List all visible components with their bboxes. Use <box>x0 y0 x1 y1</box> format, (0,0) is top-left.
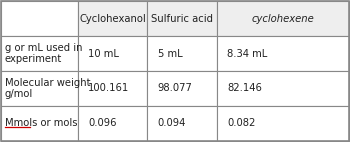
Bar <box>78 36 147 71</box>
Bar <box>217 36 349 71</box>
Bar <box>1 36 78 71</box>
Bar <box>1 71 78 106</box>
Text: Sulfuric acid: Sulfuric acid <box>151 14 213 24</box>
Bar <box>147 36 217 71</box>
Bar <box>217 1 349 36</box>
Text: Cyclohexanol: Cyclohexanol <box>79 14 146 24</box>
Text: 10 mL: 10 mL <box>88 49 119 59</box>
Text: 0.094: 0.094 <box>158 118 186 128</box>
Bar <box>1 106 78 141</box>
Bar <box>147 106 217 141</box>
Bar <box>217 106 349 141</box>
Text: 8.34 mL: 8.34 mL <box>227 49 267 59</box>
Text: cyclohexene: cyclohexene <box>251 14 314 24</box>
Text: 5 mL: 5 mL <box>158 49 182 59</box>
Text: 0.096: 0.096 <box>88 118 117 128</box>
Bar <box>78 1 147 36</box>
Bar <box>147 1 217 36</box>
Bar <box>78 106 147 141</box>
Bar <box>1 1 78 36</box>
Text: Molecular weight
g/mol: Molecular weight g/mol <box>5 78 90 99</box>
Bar <box>78 71 147 106</box>
Text: 0.082: 0.082 <box>227 118 256 128</box>
Text: 100.161: 100.161 <box>88 83 130 93</box>
Bar <box>217 71 349 106</box>
Bar <box>147 71 217 106</box>
Text: 82.146: 82.146 <box>227 83 262 93</box>
Text: 98.077: 98.077 <box>158 83 192 93</box>
Text: g or mL used in
experiment: g or mL used in experiment <box>5 43 82 64</box>
Text: Mmols or mols: Mmols or mols <box>5 118 77 128</box>
